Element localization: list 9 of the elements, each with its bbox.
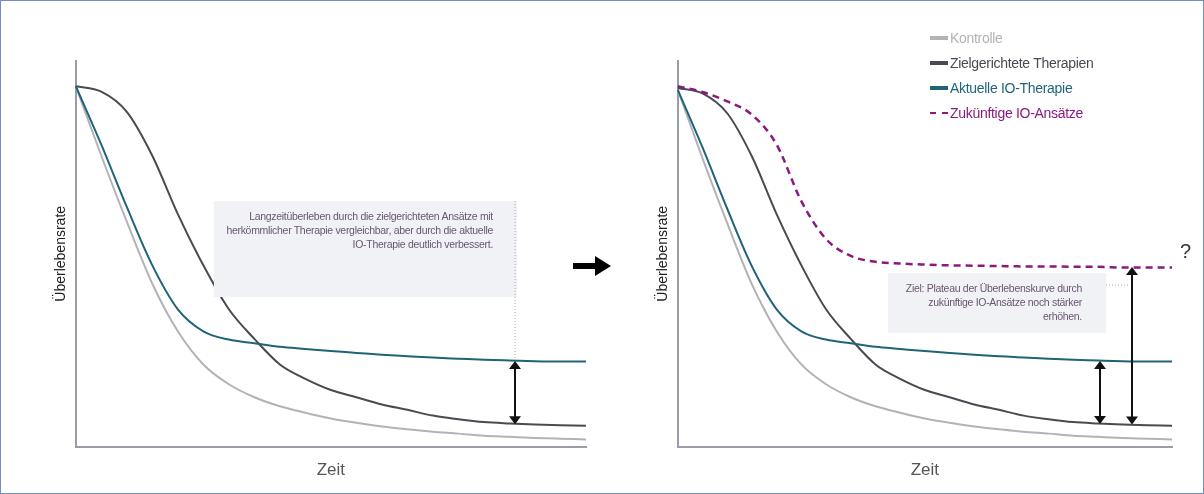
legend-label: Kontrolle [950,29,1003,46]
text: ? [1180,240,1192,264]
y-axis-title: Überlebensrate [51,205,69,302]
legend-label: Aktuelle IO-Therapie [950,79,1073,96]
x-axis-title: Zeit [910,460,940,480]
x-axis-title: Zeit [316,460,346,480]
legend-label: Zielgerichtete Therapien [950,54,1094,71]
legend-label: Zukünftige IO-Ansätze [950,104,1083,121]
y-axis-title: Überlebensrate [653,205,671,302]
